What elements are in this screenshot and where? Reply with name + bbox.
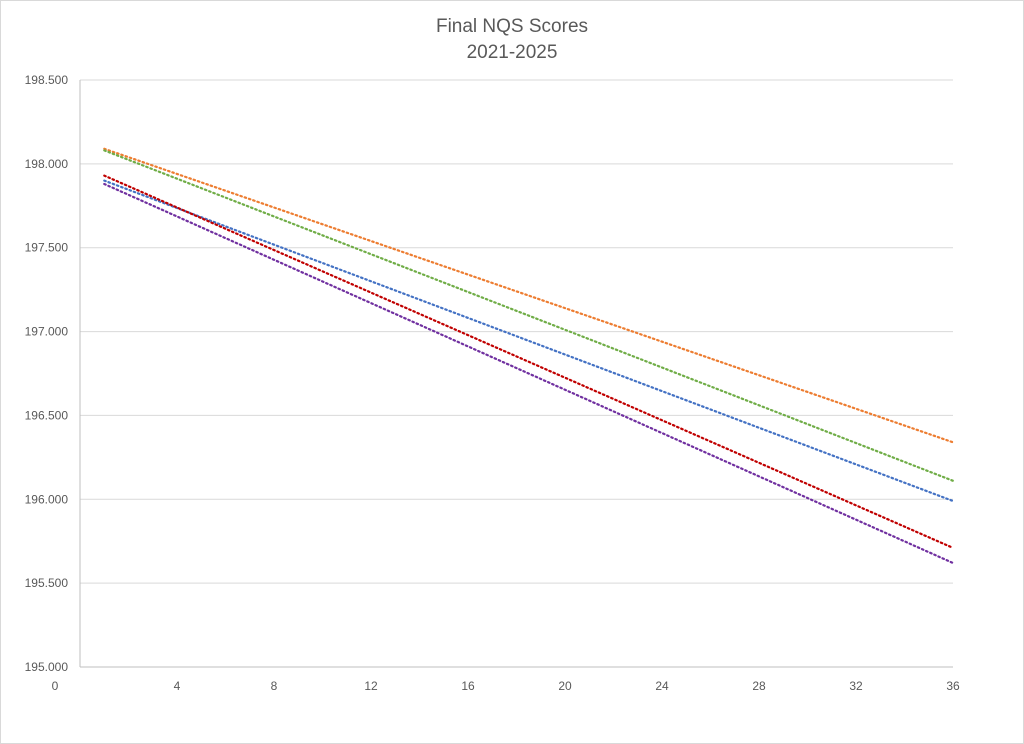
chart-subtitle: 2021-2025 bbox=[466, 42, 558, 63]
y-tick-label: 196.500 bbox=[25, 408, 69, 422]
y-tick-label: 195.000 bbox=[25, 660, 69, 674]
y-tick-label: 198.500 bbox=[25, 73, 69, 87]
series-line-5 bbox=[103, 182, 955, 565]
x-tick-label: 28 bbox=[752, 679, 766, 693]
y-tick-labels: 195.000 195.500 196.000 196.500 197.000 197.5… bbox=[25, 73, 69, 674]
x-tick-label: 12 bbox=[364, 679, 378, 693]
x-tick-label: 8 bbox=[271, 679, 278, 693]
series-line-4 bbox=[103, 174, 955, 550]
chart-title-block: Final NQS Scores 2021-2025 bbox=[0, 14, 1024, 66]
x-tick-label: 36 bbox=[946, 679, 960, 693]
x-tick-label: 20 bbox=[558, 679, 572, 693]
series-line-2 bbox=[103, 149, 955, 482]
x-tick-label: 4 bbox=[174, 679, 181, 693]
gridlines bbox=[80, 79, 953, 584]
x-tick-labels: 0 4 8 12 16 20 24 28 32 36 bbox=[52, 679, 960, 693]
y-tick-label: 197.000 bbox=[25, 325, 69, 339]
axes bbox=[79, 80, 953, 668]
x-tick-label: 24 bbox=[655, 679, 669, 693]
x-tick-label: 32 bbox=[849, 679, 863, 693]
x-tick-label: 0 bbox=[52, 679, 59, 693]
series-line-3 bbox=[103, 179, 955, 503]
chart-title: Final NQS Scores bbox=[435, 16, 589, 37]
y-tick-label: 195.500 bbox=[25, 576, 69, 590]
series-line-1 bbox=[103, 147, 955, 444]
y-tick-label: 196.000 bbox=[25, 492, 69, 506]
y-tick-label: 197.500 bbox=[25, 241, 69, 255]
series-lines bbox=[103, 147, 955, 565]
x-tick-label: 16 bbox=[461, 679, 475, 693]
y-tick-label: 198.000 bbox=[25, 157, 69, 171]
